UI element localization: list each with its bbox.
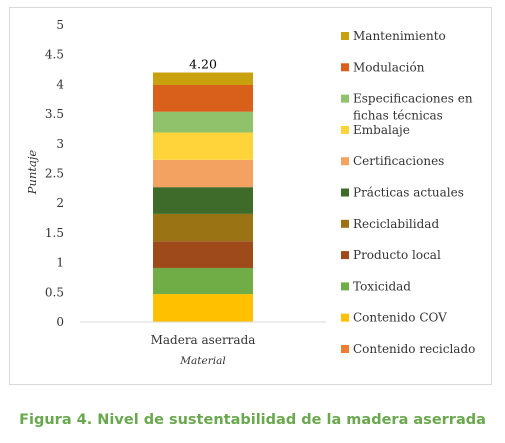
y-axis: 0 0.5 1 1.5 2 2.5 3 3.5 4 4.5 5 (45, 18, 64, 329)
y-tick-label: 0 (56, 315, 64, 329)
legend: Mantenimiento Modulación Especificaciones … (341, 29, 475, 356)
y-axis-title: Puntaje (25, 150, 39, 196)
legend-swatch (341, 188, 349, 197)
legend-label: Modulación (353, 60, 425, 74)
x-tick-label: Madera aserrada (151, 333, 256, 347)
legend-swatch (341, 345, 349, 353)
bar-segment (153, 72, 253, 85)
y-tick-label: 3 (56, 137, 64, 151)
y-tick-label: 4.5 (45, 48, 64, 62)
legend-label: Toxicidad (353, 279, 411, 293)
bar-segments (80, 72, 326, 323)
legend-swatch (341, 63, 349, 72)
y-tick-label: 1.5 (45, 226, 64, 240)
bar-segment (153, 267, 253, 295)
bar-segment (153, 132, 253, 160)
bar-segment (153, 241, 253, 268)
legend-label: Mantenimiento (353, 29, 446, 43)
legend-label: Reciclabilidad (353, 217, 439, 231)
legend-label: Certificaciones (353, 154, 444, 168)
figure-caption: Figura 4. Nivel de sustentabilidad de la… (19, 412, 486, 428)
y-tick-label: 1 (56, 256, 64, 270)
legend-label: Prácticas actuales (353, 186, 464, 200)
legend-swatch (341, 313, 349, 322)
legend-swatch (341, 157, 349, 166)
bar-segment (153, 159, 253, 188)
y-tick-label: 2 (56, 196, 64, 210)
legend-label: fichas técnicas (353, 109, 443, 123)
y-tick-label: 4 (56, 77, 64, 91)
x-axis-title: Material (179, 355, 225, 367)
bar-segment (153, 187, 253, 214)
legend-swatch (341, 219, 349, 228)
legend-swatch (341, 94, 349, 103)
legend-swatch (341, 32, 349, 40)
legend-label: Embalaje (353, 123, 410, 137)
bar-segment (153, 213, 253, 242)
y-tick-label: 0.5 (45, 285, 64, 299)
legend-label: Producto local (353, 248, 441, 262)
legend-swatch (341, 282, 349, 291)
legend-label: Contenido reciclado (353, 342, 475, 356)
legend-swatch (341, 125, 349, 134)
bar-segment (153, 111, 253, 133)
y-tick-label: 3.5 (45, 107, 64, 121)
legend-swatch (341, 251, 349, 260)
y-tick-label: 2.5 (45, 167, 64, 181)
bar-segment (153, 294, 253, 322)
bar-segment (153, 84, 253, 112)
legend-label: Especificaciones en (353, 92, 473, 106)
legend-label: Contenido COV (353, 311, 447, 325)
total-data-label: 4.20 (189, 57, 217, 72)
stacked-bar-chart: 0 0.5 1 1.5 2 2.5 3 3.5 4 4.5 5 4.20 Madera aserra… (25, 18, 475, 367)
y-tick-label: 5 (56, 18, 64, 32)
